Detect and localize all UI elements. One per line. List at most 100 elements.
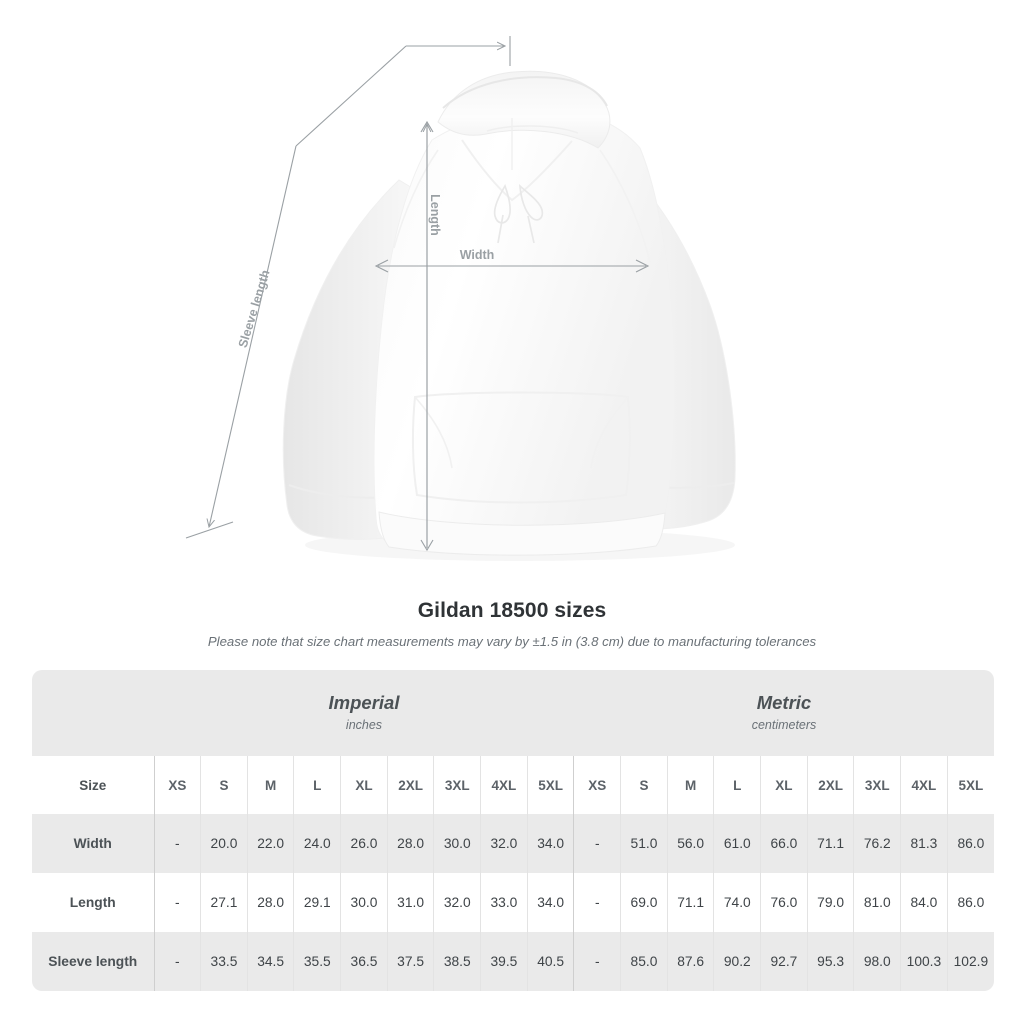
- sleeve-length-measure: [185, 36, 511, 539]
- hoodie-diagram-svg: Length Width Sleeve length: [185, 36, 736, 561]
- cell-sleeve-length-imperial-3xl: 38.5: [433, 932, 481, 991]
- cell-width-imperial-xl: 26.0: [340, 814, 388, 873]
- cell-width-metric-4xl: 81.3: [900, 814, 948, 873]
- cell-width-imperial-5xl: 34.0: [526, 814, 574, 873]
- cell-sleeve-length-metric-l: 90.2: [713, 932, 761, 991]
- cell-width-metric-3xl: 76.2: [853, 814, 901, 873]
- page-title: Gildan 18500 sizes: [417, 599, 607, 622]
- cell-sleeve-length-imperial-xs: -: [153, 932, 201, 991]
- cell-width-imperial-l: 24.0: [293, 814, 341, 873]
- size-header-cell-imperial-2xl: 2XL: [386, 756, 434, 814]
- size-header-cell-imperial-4xl: 4XL: [480, 756, 528, 814]
- cell-sleeve-length-imperial-l: 35.5: [293, 932, 341, 991]
- size-header-cell-imperial-3xl: 3XL: [433, 756, 481, 814]
- size-header-cell-imperial-5xl: 5XL: [526, 756, 574, 814]
- size-header-cell-metric-5xl: 5XL: [946, 756, 994, 814]
- size-header-cell-imperial-l: L: [293, 756, 341, 814]
- cell-sleeve-length-metric-s: 85.0: [620, 932, 668, 991]
- cell-length-metric-xl: 76.0: [760, 873, 808, 932]
- width-measure: [374, 259, 650, 273]
- cell-length-metric-3xl: 81.0: [853, 873, 901, 932]
- page-subtitle: Please note that size chart measurements…: [207, 634, 817, 649]
- cell-sleeve-length-metric-xs: -: [573, 932, 621, 991]
- measurement-lines: [185, 36, 650, 552]
- table-row: Sleeve length -33.5 34.5 35.5 36.5 37.5 38.5 39…: [32, 932, 994, 991]
- cell-width-imperial-3xl: 30.0: [433, 814, 481, 873]
- cell-length-metric-4xl: 84.0: [900, 873, 948, 932]
- cell-length-metric-l: 74.0: [713, 873, 761, 932]
- cell-length-imperial-5xl: 34.0: [526, 873, 574, 932]
- cell-width-metric-2xl: 71.1: [806, 814, 854, 873]
- label-width: Width: [460, 248, 495, 262]
- cell-length-imperial-2xl: 31.0: [386, 873, 434, 932]
- size-header-label: Size: [32, 756, 154, 814]
- size-chart-table-wrapper: Imperial inches Metric centimeters Size XS S M L…: [32, 670, 994, 991]
- unit-group-metric: Metric centimeters: [573, 670, 994, 756]
- hoodie-illustration: [282, 70, 736, 561]
- cell-length-imperial-3xl: 32.0: [433, 873, 481, 932]
- title-block: Gildan 18500 sizes Please note that size…: [0, 598, 1024, 651]
- cell-length-metric-m: 71.1: [666, 873, 714, 932]
- unit-row-corner: [32, 670, 154, 756]
- cell-sleeve-length-imperial-s: 33.5: [200, 932, 248, 991]
- cell-length-imperial-s: 27.1: [200, 873, 248, 932]
- hoodie-diagram: Length Width Sleeve length: [185, 36, 736, 561]
- size-header-row: Size XS S M L XL 2XL 3XL 4XL 5XL XS S M L XL 2XL 3XL 4XL 5…: [32, 756, 994, 814]
- cell-width-imperial-s: 20.0: [200, 814, 248, 873]
- cell-sleeve-length-imperial-xl: 36.5: [340, 932, 388, 991]
- unit-group-subtitle: centimeters: [751, 718, 817, 732]
- size-header-cell-imperial-xl: XL: [340, 756, 388, 814]
- cell-length-imperial-xs: -: [153, 873, 201, 932]
- unit-group-imperial: Imperial inches: [154, 670, 574, 756]
- unit-group-subtitle: inches: [345, 718, 383, 732]
- cell-length-metric-s: 69.0: [620, 873, 668, 932]
- cell-sleeve-length-imperial-2xl: 37.5: [386, 932, 434, 991]
- size-chart-table: Imperial inches Metric centimeters Size XS S M L…: [32, 670, 994, 991]
- size-header-cell-imperial-s: S: [200, 756, 248, 814]
- cell-width-imperial-4xl: 32.0: [480, 814, 528, 873]
- label-sleeve-length: Sleeve length: [236, 268, 273, 349]
- cell-sleeve-length-metric-5xl: 102.9: [946, 932, 994, 991]
- size-header-cell-metric-4xl: 4XL: [900, 756, 948, 814]
- cell-length-imperial-l: 29.1: [293, 873, 341, 932]
- size-header-cell-metric-xl: XL: [760, 756, 808, 814]
- cell-sleeve-length-imperial-5xl: 40.5: [526, 932, 574, 991]
- cell-length-imperial-4xl: 33.0: [480, 873, 528, 932]
- cell-sleeve-length-metric-m: 87.6: [666, 932, 714, 991]
- cell-width-metric-5xl: 86.0: [946, 814, 994, 873]
- cell-sleeve-length-imperial-4xl: 39.5: [480, 932, 528, 991]
- row-label-length: Length: [32, 873, 154, 932]
- cell-width-metric-s: 51.0: [620, 814, 668, 873]
- row-label-width: Width: [32, 814, 154, 873]
- cell-width-imperial-2xl: 28.0: [386, 814, 434, 873]
- size-header-cell-metric-xs: XS: [573, 756, 621, 814]
- row-label-sleeve-length: Sleeve length: [32, 932, 154, 991]
- cell-width-imperial-xs: -: [153, 814, 201, 873]
- cell-width-metric-l: 61.0: [713, 814, 761, 873]
- size-header-cell-metric-l: L: [713, 756, 761, 814]
- cell-length-imperial-xl: 30.0: [340, 873, 388, 932]
- unit-group-name: Metric: [756, 692, 812, 713]
- cell-width-imperial-m: 22.0: [246, 814, 294, 873]
- size-header-cell-imperial-m: M: [246, 756, 294, 814]
- unit-group-row: Imperial inches Metric centimeters: [32, 670, 994, 756]
- size-header-cell-metric-2xl: 2XL: [806, 756, 854, 814]
- cell-length-metric-2xl: 79.0: [806, 873, 854, 932]
- label-length: Length: [428, 194, 442, 236]
- cell-width-metric-xs: -: [573, 814, 621, 873]
- cell-sleeve-length-metric-2xl: 95.3: [806, 932, 854, 991]
- cell-length-metric-5xl: 86.0: [946, 873, 994, 932]
- cell-length-metric-xs: -: [573, 873, 621, 932]
- cell-sleeve-length-metric-4xl: 100.3: [900, 932, 948, 991]
- size-header-cell-metric-s: S: [620, 756, 668, 814]
- table-row: Length -27.1 28.0 29.1 30.0 31.0 32.0 33.0 34.0-…: [32, 873, 994, 932]
- length-measure: [420, 120, 434, 552]
- table-row: Width -20.0 22.0 24.0 26.0 28.0 30.0 32.0 34.0-5…: [32, 814, 994, 873]
- cell-width-metric-m: 56.0: [666, 814, 714, 873]
- size-header-cell-imperial-xs: XS: [153, 756, 201, 814]
- cell-sleeve-length-imperial-m: 34.5: [246, 932, 294, 991]
- unit-group-name: Imperial: [328, 692, 400, 713]
- size-header-cell-metric-3xl: 3XL: [853, 756, 901, 814]
- cell-sleeve-length-metric-3xl: 98.0: [853, 932, 901, 991]
- cell-sleeve-length-metric-xl: 92.7: [760, 932, 808, 991]
